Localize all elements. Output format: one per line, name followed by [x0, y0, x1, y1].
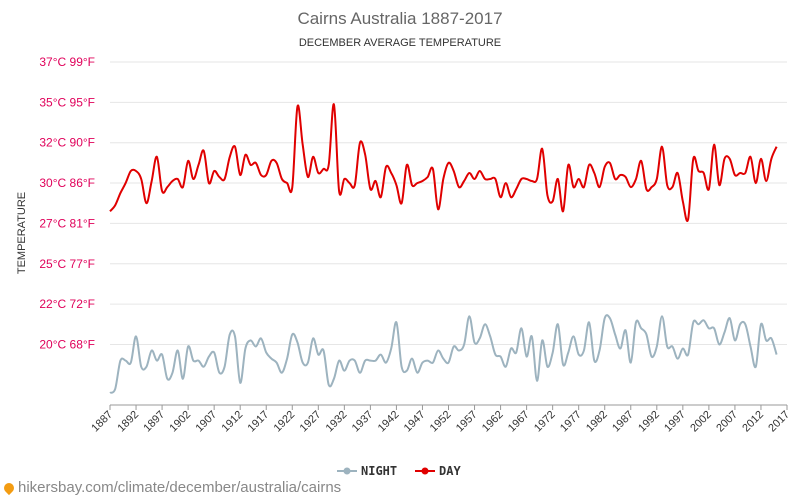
x-tick-label: 1922 [272, 409, 298, 435]
series-line-night [109, 314, 778, 394]
legend-label-night: NIGHT [361, 464, 397, 478]
x-tick-label: 1897 [141, 409, 167, 435]
legend: NIGHT DAY [337, 464, 461, 478]
y-tick-label: 32°C 90°F [39, 136, 95, 150]
y-tick-labels: 37°C 99°F 35°C 95°F 32°C 90°F 30°C 86°F 27°C… [39, 55, 95, 351]
chart-title: Cairns Australia 1887-2017 [297, 9, 502, 28]
x-tick-label: 1982 [584, 409, 610, 435]
y-tick-label: 27°C 81°F [39, 216, 95, 230]
legend-item-day[interactable]: DAY [415, 464, 461, 478]
x-tick-label: 1932 [324, 409, 350, 435]
x-tick-label: 1947 [402, 409, 428, 435]
x-tick-label: 2002 [688, 409, 714, 435]
x-tick-label: 2007 [714, 409, 740, 435]
x-tick-label: 1912 [220, 409, 246, 435]
x-tick-label: 1937 [350, 409, 376, 435]
x-tick-label: 1972 [532, 409, 558, 435]
footer-link[interactable]: hikersbay.com/climate/december/australia… [1, 479, 342, 496]
x-tick-label: 1942 [376, 409, 402, 435]
x-tick-label: 1917 [246, 409, 272, 435]
x-tick-label: 1927 [298, 409, 324, 435]
x-tick-label: 1997 [662, 409, 688, 435]
x-tick-label: 1967 [506, 409, 532, 435]
legend-item-night[interactable]: NIGHT [337, 464, 397, 478]
x-tick-label: 1907 [193, 409, 219, 435]
x-tick-label: 1987 [610, 409, 636, 435]
x-tick-label: 1952 [428, 409, 454, 435]
x-tick-label: 1992 [636, 409, 662, 435]
x-tick-label: 2012 [740, 409, 766, 435]
x-tick-label: 1957 [454, 409, 480, 435]
y-tick-label: 37°C 99°F [39, 55, 95, 69]
y-axis-label: TEMPERATURE [16, 192, 28, 274]
location-pin-icon [1, 480, 17, 496]
x-tick-label: 1892 [115, 409, 141, 435]
x-tick-label: 1977 [558, 409, 584, 435]
y-tick-label: 35°C 95°F [39, 95, 95, 109]
y-tick-label: 25°C 77°F [39, 257, 95, 271]
x-axis: 1887 1892 1897 1902 1907 1912 1917 1922 1927 1932… [89, 404, 792, 435]
legend-label-day: DAY [439, 464, 461, 478]
series-lines [109, 103, 778, 394]
y-tick-label: 30°C 86°F [39, 176, 95, 190]
x-tick-label: 1902 [167, 409, 193, 435]
chart-subtitle: DECEMBER AVERAGE TEMPERATURE [299, 37, 501, 49]
x-tick-label: 2017 [766, 409, 792, 435]
x-tick-label: 1887 [89, 409, 115, 435]
footer-url: hikersbay.com/climate/december/australia… [18, 479, 342, 496]
series-line-day [109, 103, 778, 222]
x-tick-label: 1962 [480, 409, 506, 435]
grid-lines [110, 61, 787, 345]
y-tick-label: 20°C 68°F [39, 337, 95, 351]
y-tick-label: 22°C 72°F [39, 297, 95, 311]
